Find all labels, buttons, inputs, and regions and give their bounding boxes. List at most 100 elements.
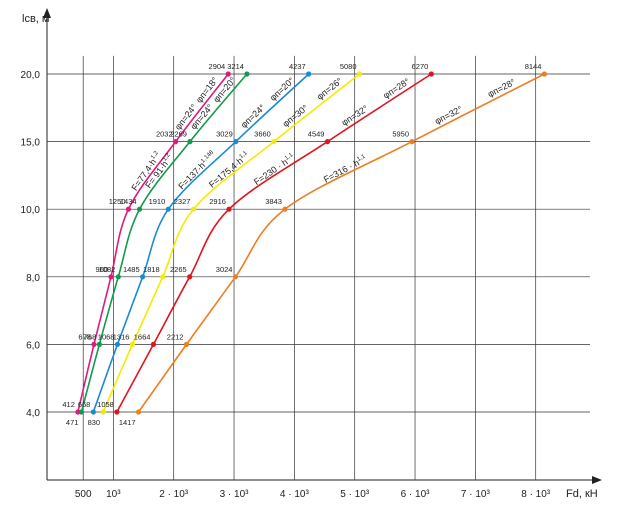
point: [324, 139, 331, 145]
x-tick-label: 7 · 10³: [461, 489, 491, 500]
formula-part: 1,2: [162, 152, 172, 163]
y-tick-label: 8,0: [26, 273, 40, 284]
data-label: 1485: [123, 265, 140, 274]
data-label: 4549: [308, 130, 325, 139]
x-tick-label: 6 · 10³: [401, 489, 431, 500]
point: [428, 71, 434, 77]
point: [114, 409, 120, 415]
x-tick-label: 10³: [106, 489, 121, 500]
curve: [102, 73, 361, 413]
x-tick-label: 3 · 10³: [220, 489, 250, 500]
y-arrow: [43, 8, 51, 18]
data-label: 471: [66, 418, 79, 427]
y-tick-label: 10,0: [21, 205, 41, 216]
point: [271, 139, 277, 145]
curve: [77, 73, 229, 413]
curve: [116, 73, 432, 413]
data-label: 2904: [209, 62, 226, 71]
y-tick-label: 4,0: [26, 408, 40, 419]
data-label: 678: [78, 332, 91, 341]
data-label: 3843: [265, 197, 282, 206]
y-tick-label: 20,0: [21, 70, 41, 81]
point: [108, 274, 114, 280]
point: [226, 206, 232, 212]
data-label: 412: [62, 400, 75, 409]
data-label: 1068: [98, 332, 115, 341]
data-label: 1250: [109, 197, 126, 206]
data-label: 2212: [167, 332, 184, 341]
data-label: 2265: [170, 265, 187, 274]
point: [282, 206, 288, 212]
formula-part: F=137·h: [176, 160, 207, 191]
point: [100, 409, 106, 415]
point: [173, 139, 179, 145]
x-arrow: [592, 476, 602, 484]
point: [409, 139, 415, 145]
formula: F=316 · h1,1: [322, 153, 369, 184]
curve: [92, 73, 310, 413]
x-tick-label: 5 · 10³: [340, 489, 370, 500]
data-label: 3024: [216, 265, 233, 274]
point: [187, 274, 193, 280]
data-label: 1434: [120, 197, 137, 206]
point: [136, 206, 143, 212]
point: [125, 206, 132, 212]
point: [160, 274, 166, 280]
point: [114, 341, 121, 347]
data-label: 8144: [525, 62, 542, 71]
point: [244, 71, 250, 77]
point: [233, 139, 239, 145]
formula-part: F=316 · h: [322, 158, 361, 185]
y-axis-label: lсв, м: [22, 13, 49, 25]
x-tick-label: 4 · 10³: [280, 489, 310, 500]
axes: [46, 14, 596, 481]
point: [96, 341, 102, 347]
point: [75, 409, 81, 415]
point: [183, 341, 190, 347]
point: [78, 409, 85, 415]
formula-part: 1,1: [239, 150, 250, 160]
data-label: 1316: [113, 332, 130, 341]
point: [165, 206, 171, 212]
data-label: 2269: [170, 130, 187, 139]
data-label: 4237: [289, 62, 306, 71]
data-label: 1417: [119, 418, 136, 427]
formula-part: 1,2: [150, 150, 160, 161]
data-label: 1664: [134, 332, 151, 341]
data-label: 2327: [174, 197, 191, 206]
data-label: 3214: [227, 62, 244, 71]
data-label: 1058: [97, 400, 114, 409]
x-tick-label: 8 · 10³: [521, 489, 551, 500]
data-label: 3029: [216, 130, 233, 139]
y-tick-label: 15,0: [21, 138, 41, 149]
data-label: 668: [78, 400, 91, 409]
point: [190, 206, 197, 212]
data-label: 5080: [340, 62, 357, 71]
formula: F=230 · h1,1: [252, 152, 297, 187]
data-label: 5950: [392, 130, 409, 139]
data-label: 3660: [254, 130, 271, 139]
point: [232, 274, 239, 280]
point: [129, 341, 136, 347]
formula-part: 1,1: [284, 152, 295, 162]
data-label: 2032: [156, 130, 173, 139]
point: [187, 139, 193, 145]
formula-part: 1,1: [356, 153, 367, 163]
formula: F=175,4·h1,1: [207, 150, 252, 190]
x-tick-label: 2 · 10³: [159, 489, 189, 500]
point: [356, 71, 363, 77]
point: [115, 274, 121, 280]
point: [135, 409, 142, 415]
data-label: 2916: [209, 197, 226, 206]
point: [225, 71, 231, 77]
y-tick-label: 6,0: [26, 340, 40, 351]
point: [150, 341, 157, 347]
data-label: 830: [88, 418, 101, 427]
data-label: 960: [95, 265, 108, 274]
data-label: 768: [84, 332, 97, 341]
point: [90, 409, 96, 415]
point: [541, 71, 547, 77]
curve: [80, 73, 248, 413]
data-label: 1082: [99, 265, 116, 274]
